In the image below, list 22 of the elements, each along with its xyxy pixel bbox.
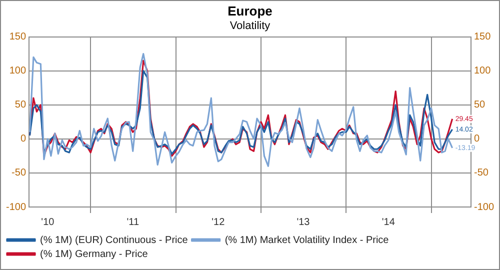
y-tick-label: 50 xyxy=(14,100,26,111)
legend-label: (% 1M) Market Volatility Index - Price xyxy=(224,234,390,246)
y-tick-label: 150 xyxy=(9,32,26,43)
legend-label: (% 1M) (EUR) Continuous - Price xyxy=(40,234,188,246)
chart-title: Europe xyxy=(228,3,272,18)
chart-subtitle: Volatility xyxy=(230,20,271,32)
y-tick-label: 0 xyxy=(20,134,26,145)
x-tick-label: '14 xyxy=(382,216,396,228)
y2-tick-label: 100 xyxy=(474,66,492,77)
x-tick-label: '10 xyxy=(41,216,55,228)
y-tick-label: -50 xyxy=(12,168,26,179)
x-tick-label: '12 xyxy=(212,216,226,228)
y-tick-label: -100 xyxy=(6,202,26,213)
y2-tick-label: 50 xyxy=(474,100,486,111)
y2-tick-label: -50 xyxy=(474,168,489,179)
y2-tick-label: 0 xyxy=(474,134,480,145)
y2-tick-label: 150 xyxy=(474,32,492,43)
y-tick-label: 100 xyxy=(9,66,26,77)
x-tick-label: '13 xyxy=(296,216,310,228)
legend-label: (% 1M) Germany - Price xyxy=(40,248,148,260)
y2-tick-label: -100 xyxy=(474,202,494,213)
x-tick-label: '11 xyxy=(126,216,140,228)
